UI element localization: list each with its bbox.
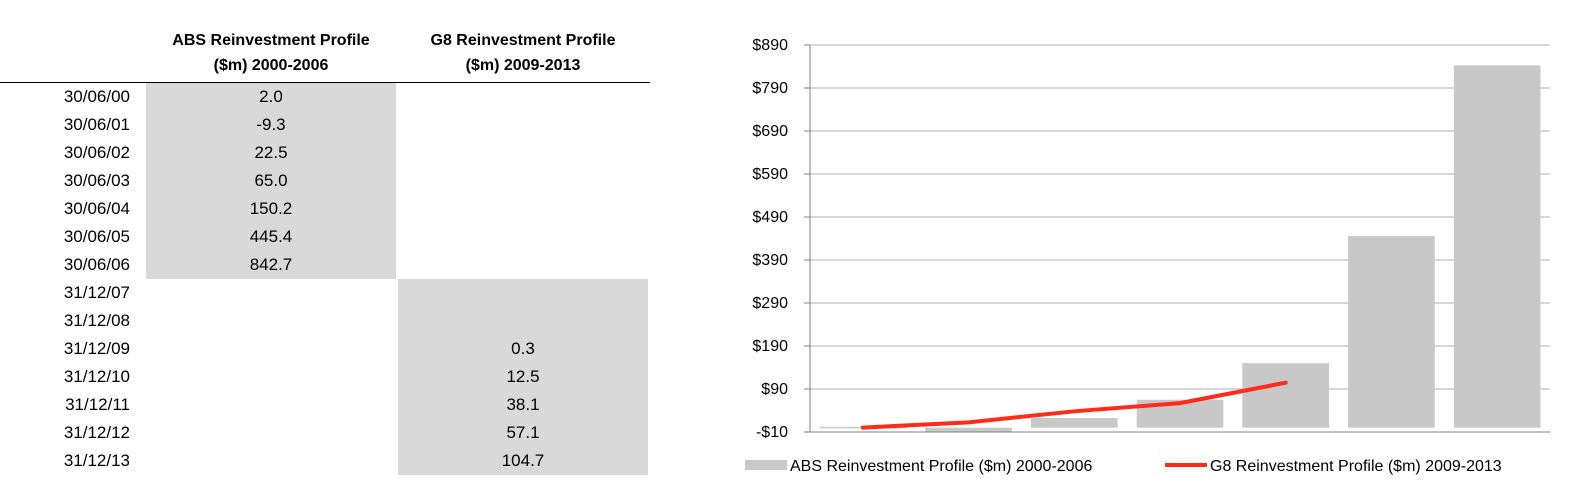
table-row: 30/06/02 22.5 — [0, 139, 650, 167]
table-row: 31/12/12 57.1 — [0, 419, 650, 447]
y-tick-label: $690 — [752, 123, 788, 140]
table-row: 30/06/00 2.0 — [0, 83, 650, 111]
g8-value-cell — [398, 167, 648, 195]
row-date: 31/12/10 — [63, 367, 130, 386]
abs-bar — [1030, 418, 1118, 428]
row-date: 30/06/03 — [63, 171, 130, 190]
abs-value-cell: 22.5 — [146, 139, 396, 167]
row-date: 30/06/00 — [63, 87, 130, 106]
row-date: 31/12/13 — [63, 451, 130, 470]
table-row: 30/06/03 65.0 — [0, 167, 650, 195]
g8-legend-label: G8 Reinvestment Profile ($m) 2009-2013 — [1210, 458, 1502, 475]
row-date: 30/06/05 — [63, 227, 130, 246]
abs-header-line1: ABS Reinvestment Profile — [172, 32, 370, 49]
reinvestment-table: ABS Reinvestment Profile ($m) 2000-2006 … — [0, 28, 650, 475]
g8-value-cell: 38.1 — [398, 391, 648, 419]
y-tick-label: $590 — [752, 166, 788, 183]
abs-value-cell: -9.3 — [146, 111, 396, 139]
abs-value-cell — [146, 279, 396, 307]
g8-value-cell — [398, 111, 648, 139]
table-row: 30/06/06 842.7 — [0, 251, 650, 279]
abs-value-cell — [146, 419, 396, 447]
reinvestment-chart: -$10 $90 $190 $290 $390 $490 $590 $690 $790 $890 A… — [690, 0, 1570, 496]
abs-bar — [1453, 65, 1541, 428]
table-row: 30/06/04 150.2 — [0, 195, 650, 223]
g8-value-cell — [398, 83, 648, 111]
row-date: 31/12/08 — [63, 311, 130, 330]
y-tick-label: $890 — [752, 37, 788, 54]
abs-bar — [1348, 236, 1435, 428]
abs-value-cell: 842.7 — [146, 251, 396, 279]
table-row: 30/06/05 445.4 — [0, 223, 650, 251]
row-date: 30/06/04 — [63, 199, 130, 218]
g8-column-header: G8 Reinvestment Profile ($m) 2009-2013 — [398, 28, 648, 78]
abs-value-cell: 2.0 — [146, 83, 396, 111]
abs-value-cell: 445.4 — [146, 223, 396, 251]
table-row: 31/12/09 0.3 — [0, 335, 650, 363]
row-date: 30/06/01 — [63, 115, 130, 134]
table-body: 30/06/00 2.0 30/06/01 -9.3 30/06/02 22.5 30/06… — [0, 83, 650, 475]
table-row: 30/06/01 -9.3 — [0, 111, 650, 139]
g8-header-line1: G8 Reinvestment Profile — [430, 32, 616, 49]
abs-bar — [1242, 363, 1330, 428]
g8-value-cell — [398, 279, 648, 307]
g8-line — [860, 380, 1288, 430]
g8-value-cell — [398, 139, 648, 167]
abs-value-cell — [146, 307, 396, 335]
abs-legend-swatch — [745, 460, 787, 470]
abs-value-cell: 65.0 — [146, 167, 396, 195]
row-date: 31/12/09 — [63, 339, 130, 358]
table-row: 31/12/13 104.7 — [0, 447, 650, 475]
y-tick-label: $90 — [761, 381, 788, 398]
row-date: 31/12/12 — [63, 423, 130, 442]
table-row: 31/12/07 — [0, 279, 650, 307]
g8-value-cell: 104.7 — [398, 447, 648, 475]
row-date: 30/06/06 — [63, 255, 130, 274]
g8-value-cell — [398, 223, 648, 251]
g8-value-cell: 57.1 — [398, 419, 648, 447]
abs-column-header: ABS Reinvestment Profile ($m) 2000-2006 — [146, 28, 396, 78]
g8-value-cell: 0.3 — [398, 335, 648, 363]
table-header: ABS Reinvestment Profile ($m) 2000-2006 … — [0, 28, 650, 83]
table-row: 31/12/08 — [0, 307, 650, 335]
abs-value-cell — [146, 335, 396, 363]
g8-value-cell — [398, 251, 648, 279]
g8-value-cell — [398, 307, 648, 335]
row-date: 31/12/07 — [63, 283, 130, 302]
y-tick-label: $490 — [752, 209, 788, 226]
abs-legend-label: ABS Reinvestment Profile ($m) 2000-2006 — [790, 458, 1092, 475]
chart-svg: -$10 $90 $190 $290 $390 $490 $590 $690 $790 $890 A… — [745, 37, 1550, 475]
abs-value-cell: 150.2 — [146, 195, 396, 223]
y-tick-label: -$10 — [756, 424, 788, 441]
abs-value-cell — [146, 447, 396, 475]
row-date: 31/12/11 — [65, 395, 130, 414]
g8-value-cell — [398, 195, 648, 223]
abs-value-cell — [146, 391, 396, 419]
y-tick-label: $190 — [752, 338, 788, 355]
table-row: 31/12/10 12.5 — [0, 363, 650, 391]
g8-value-cell: 12.5 — [398, 363, 648, 391]
abs-value-cell — [146, 363, 396, 391]
table-row: 31/12/11 38.1 — [0, 391, 650, 419]
y-tick-label: $790 — [752, 80, 788, 97]
y-tick-label: $390 — [752, 252, 788, 269]
row-date: 30/06/02 — [63, 143, 130, 162]
g8-header-line2: ($m) 2009-2013 — [465, 57, 581, 74]
y-tick-label: $290 — [752, 295, 788, 312]
abs-bar — [925, 427, 1012, 432]
abs-header-line2: ($m) 2000-2006 — [213, 57, 329, 74]
